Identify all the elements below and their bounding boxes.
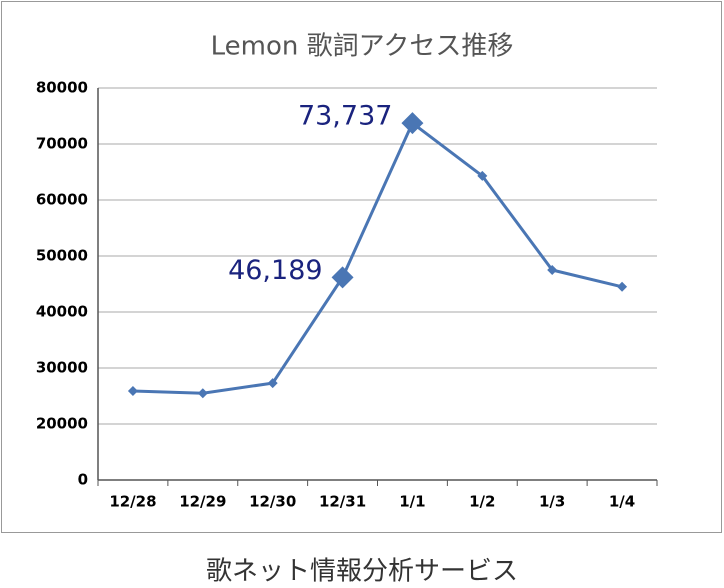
x-tick-label: 1/1 xyxy=(399,493,425,511)
marker xyxy=(331,266,354,289)
x-tick-label: 12/31 xyxy=(319,493,366,511)
y-tick-label: 40000 xyxy=(36,303,88,321)
marker xyxy=(197,388,208,399)
marker xyxy=(127,385,138,396)
marker xyxy=(617,281,628,292)
marker xyxy=(477,170,488,181)
y-tick-label: 70000 xyxy=(36,135,88,153)
x-tick-label: 12/29 xyxy=(179,493,226,511)
y-tick-label: 30000 xyxy=(36,359,88,377)
y-tick-label: 0 xyxy=(78,471,88,489)
x-tick-label: 1/2 xyxy=(469,493,495,511)
chart-title: Lemon 歌詞アクセス推移 xyxy=(211,32,514,62)
y-tick-label: 50000 xyxy=(36,247,88,265)
x-tick-label: 12/28 xyxy=(109,493,156,511)
x-tick-label: 1/3 xyxy=(539,493,565,511)
data-label: 73,737 xyxy=(298,101,392,132)
footer: 歌ネット情報分析サービス xyxy=(206,557,518,587)
y-tick-label: 20000 xyxy=(36,415,88,433)
x-tick-label: 1/4 xyxy=(609,493,635,511)
marker xyxy=(547,265,558,275)
line xyxy=(132,120,623,395)
marker xyxy=(401,112,424,135)
y-tick-label: 80000 xyxy=(36,79,88,97)
data-label: 46,189 xyxy=(228,255,322,286)
y-tick-label: 60000 xyxy=(36,191,88,209)
x-tick-label: 12/30 xyxy=(249,493,296,511)
chart-frame xyxy=(1,1,722,533)
marker xyxy=(267,378,278,389)
